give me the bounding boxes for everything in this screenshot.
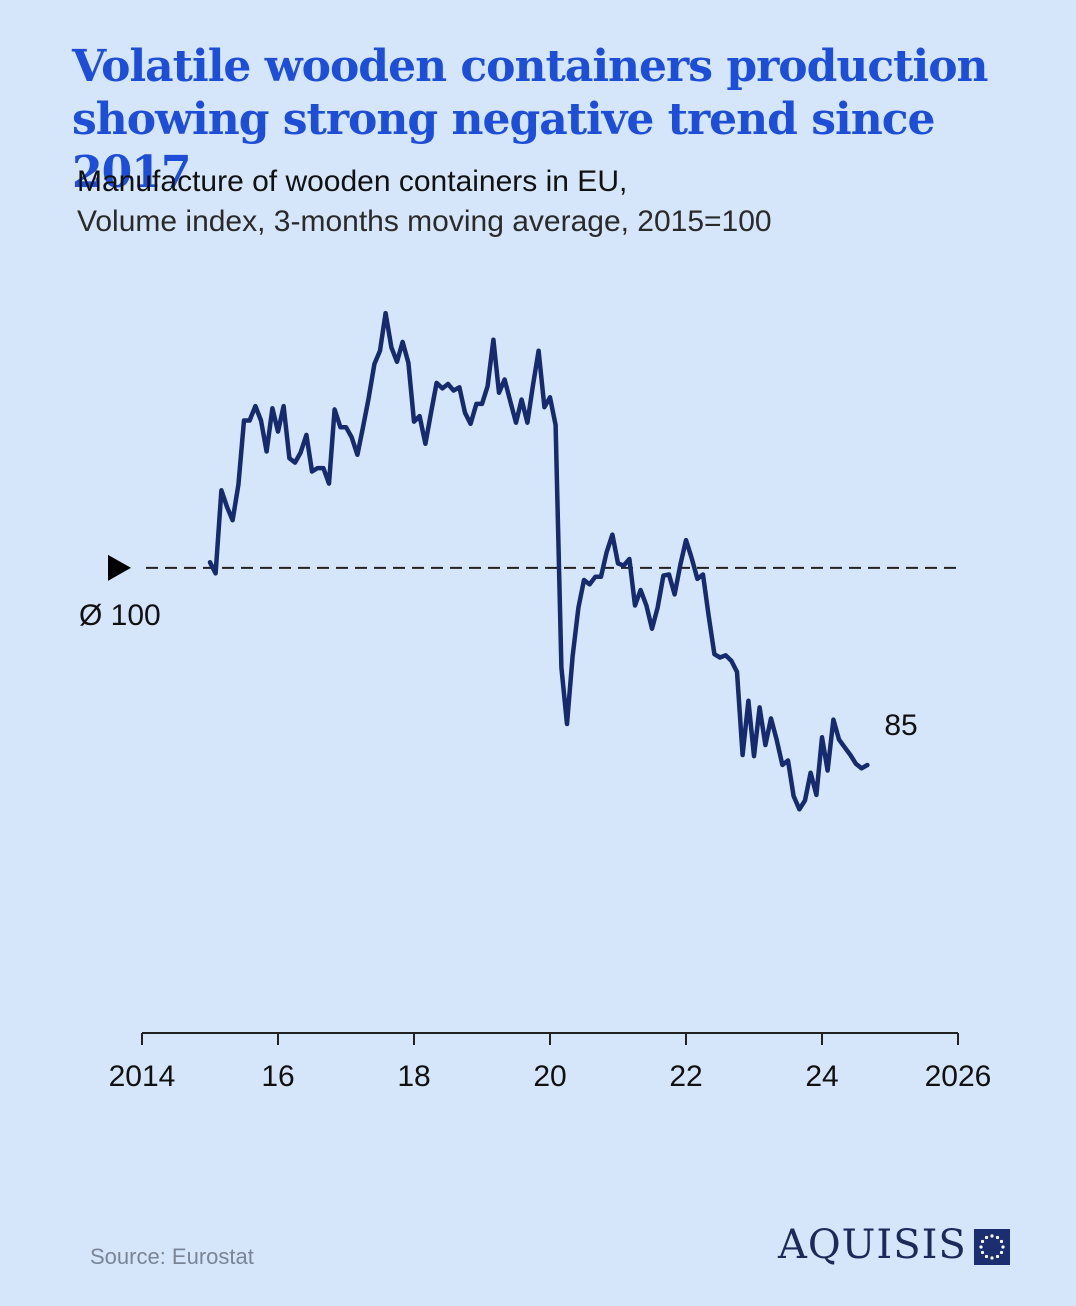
x-tick-label: 22 — [669, 1060, 702, 1093]
chart-title-line-2: showing strong negative trend since 2017 — [72, 94, 936, 198]
x-tick-label: 2026 — [925, 1060, 992, 1093]
reference-marker-icon — [108, 554, 131, 581]
x-axis-ticks: 2014 16 18 20 22 24 2026 — [109, 1033, 992, 1093]
eu-stars-icon — [974, 1229, 1010, 1265]
chart-subtitle-line-1: Manufacture of wooden containers in EU, — [77, 165, 628, 198]
x-tick-label: 18 — [397, 1060, 430, 1093]
x-tick-label: 20 — [533, 1060, 566, 1093]
reference-label: Ø 100 — [79, 599, 161, 632]
source-note: Source: Eurostat — [90, 1244, 254, 1269]
chart-subtitle-line-2: Volume index, 3-months moving average, 2… — [77, 205, 772, 238]
chart-title-line-1: Volatile wooden containers production — [72, 41, 989, 92]
chart-title: Volatile wooden containers production sh… — [72, 40, 1032, 199]
chart-subtitle: Manufacture of wooden containers in EU, … — [77, 162, 772, 242]
x-tick-label: 2014 — [109, 1060, 176, 1093]
brand-logo-text: AQUISIS — [778, 1222, 967, 1268]
end-value-label: 85 — [884, 709, 917, 742]
series-line — [207, 310, 870, 812]
x-tick-label: 24 — [805, 1060, 838, 1093]
x-tick-label: 16 — [261, 1060, 294, 1093]
